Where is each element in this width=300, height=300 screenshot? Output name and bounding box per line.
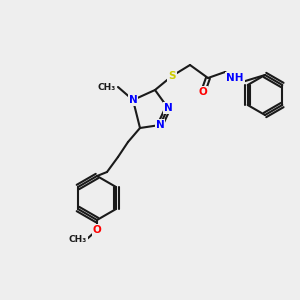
Text: N: N <box>164 103 172 113</box>
Text: CH₃: CH₃ <box>98 82 116 91</box>
Text: S: S <box>168 71 176 81</box>
Text: NH: NH <box>226 73 244 83</box>
Text: O: O <box>93 225 101 235</box>
Text: CH₃: CH₃ <box>69 235 87 244</box>
Text: N: N <box>129 95 137 105</box>
Text: O: O <box>199 87 207 97</box>
Text: N: N <box>156 120 164 130</box>
